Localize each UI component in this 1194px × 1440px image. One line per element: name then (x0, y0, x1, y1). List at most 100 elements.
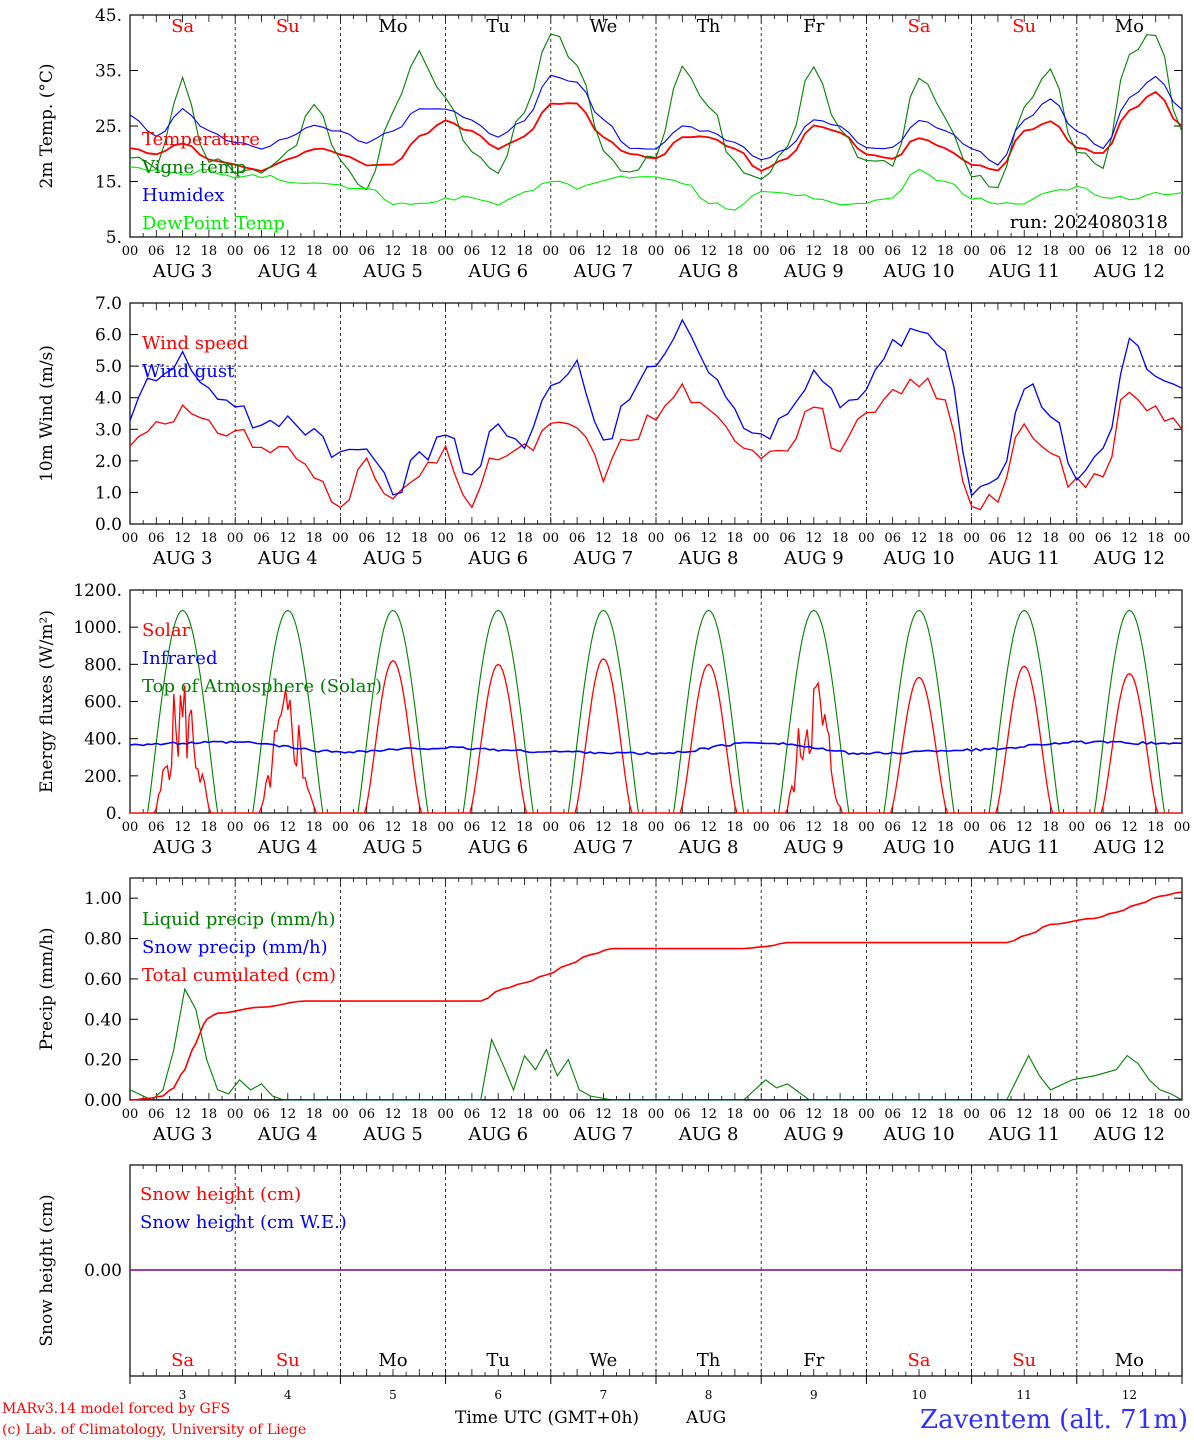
legend-top-of-atmosphere-solar-: Top of Atmosphere (Solar) (142, 676, 382, 697)
hour-tick-label: 00 (753, 531, 770, 546)
hour-tick-label: 12 (806, 1107, 823, 1122)
y-tick-label: 15. (95, 173, 122, 193)
hour-tick-label: 00 (227, 244, 244, 259)
date-label: AUG 8 (678, 548, 739, 569)
hour-tick-label: 00 (648, 531, 665, 546)
hour-tick-label: 06 (884, 531, 901, 546)
hour-tick-label: 18 (1042, 244, 1059, 259)
hour-tick-label: 18 (1042, 1107, 1059, 1122)
hour-tick-label: 12 (1016, 1107, 1033, 1122)
hour-tick-label: 12 (1016, 244, 1033, 259)
legend-total-cumulated-cm-: Total cumulated (cm) (142, 965, 336, 986)
hour-tick-label: 06 (358, 1107, 375, 1122)
hour-tick-label: 06 (1095, 820, 1112, 835)
panel-3-frame (129, 589, 1183, 814)
legend-vigne-temp: Vigne temp (141, 157, 246, 178)
legend-snow-height-cm-: Snow height (cm) (140, 1184, 301, 1205)
hour-tick-label: 00 (1174, 820, 1191, 835)
hour-tick-label: 12 (385, 1107, 402, 1122)
hour-tick-label: 12 (911, 820, 928, 835)
hour-tick-label: 18 (1147, 820, 1164, 835)
hour-tick-label: 12 (385, 531, 402, 546)
date-label: AUG 5 (362, 837, 423, 858)
hour-tick-label: 12 (280, 1107, 297, 1122)
y-tick-label: 600. (84, 693, 122, 713)
hour-tick-label: 18 (411, 244, 428, 259)
day-number-label: 7 (600, 1388, 608, 1402)
y-tick-label: 25. (95, 117, 122, 137)
hour-tick-label: 00 (332, 820, 349, 835)
legend-humidex: Humidex (142, 185, 224, 206)
hour-tick-label: 12 (700, 531, 717, 546)
series-line-total-cumulated (129, 891, 1183, 1101)
y-tick-label: 7.0 (95, 294, 122, 314)
series-line-infrared (129, 740, 1183, 756)
date-label: AUG 3 (152, 548, 213, 569)
hour-tick-label: 12 (911, 1107, 928, 1122)
hour-tick-label: 12 (595, 244, 612, 259)
y-tick-label: 800. (84, 655, 122, 675)
hour-tick-label: 00 (1069, 244, 1086, 259)
hour-tick-label: 12 (806, 820, 823, 835)
hour-tick-label: 18 (832, 244, 849, 259)
hour-tick-label: 00 (332, 531, 349, 546)
hour-tick-label: 12 (385, 244, 402, 259)
y-tick-label: 3.0 (95, 420, 122, 440)
y-tick-label: 45. (95, 6, 122, 26)
hour-tick-label: 18 (516, 244, 533, 259)
day-number-label: 12 (1122, 1388, 1137, 1402)
hour-tick-label: 00 (753, 244, 770, 259)
hour-tick-label: 00 (963, 531, 980, 546)
y-tick-label: 6.0 (95, 326, 122, 346)
hour-tick-label: 00 (963, 1107, 980, 1122)
panel-2-ylabel: 10m Wind (m/s) (37, 345, 57, 482)
y-tick-label: 0.20 (84, 1051, 122, 1071)
date-label: AUG 4 (257, 1124, 318, 1145)
hour-tick-label: 12 (1121, 244, 1138, 259)
hour-tick-label: 06 (569, 820, 586, 835)
date-label: AUG 11 (988, 837, 1060, 858)
weekday-label-bottom: Su (276, 1350, 300, 1371)
hour-tick-label: 12 (490, 1107, 507, 1122)
date-label: AUG 7 (573, 261, 634, 282)
hour-tick-label: 00 (648, 820, 665, 835)
hour-tick-label: 06 (674, 531, 691, 546)
hour-tick-label: 18 (411, 820, 428, 835)
date-label: AUG 10 (882, 548, 954, 569)
hour-tick-label: 12 (280, 531, 297, 546)
legend-wind-gust: Wind gust (142, 361, 235, 382)
hour-tick-label: 18 (832, 820, 849, 835)
x-axis-title: Time UTC (GMT+0h) (455, 1408, 639, 1428)
date-label: AUG 8 (678, 837, 739, 858)
hour-tick-label: 18 (937, 244, 954, 259)
hour-tick-label: 12 (700, 820, 717, 835)
hour-tick-label: 06 (148, 1107, 165, 1122)
hour-tick-label: 18 (201, 244, 218, 259)
hour-tick-label: 18 (1147, 1107, 1164, 1122)
hour-tick-label: 18 (937, 820, 954, 835)
hour-tick-label: 06 (1095, 244, 1112, 259)
hour-tick-label: 12 (174, 820, 191, 835)
weekday-label-bottom: Sa (171, 1350, 194, 1371)
hour-tick-label: 18 (1147, 531, 1164, 546)
hour-tick-label: 00 (437, 1107, 454, 1122)
legend-liquid-precip-mm-h-: Liquid precip (mm/h) (142, 909, 336, 930)
hour-tick-label: 12 (806, 531, 823, 546)
hour-tick-label: 06 (358, 244, 375, 259)
panel-4-ylabel: Precip (mm/h) (37, 927, 57, 1050)
y-tick-label: 0.60 (84, 970, 122, 990)
date-label: AUG 5 (362, 261, 423, 282)
y-tick-label: 0.00 (84, 1261, 122, 1281)
hour-tick-label: 06 (148, 820, 165, 835)
hour-tick-label: 12 (1121, 820, 1138, 835)
hour-tick-label: 18 (621, 1107, 638, 1122)
hour-tick-label: 12 (1121, 531, 1138, 546)
hour-tick-label: 12 (595, 820, 612, 835)
hour-tick-label: 18 (306, 244, 323, 259)
series-line-dewpoint-temp (129, 166, 1183, 211)
hour-tick-label: 06 (779, 820, 796, 835)
y-tick-label: 0.40 (84, 1010, 122, 1030)
hour-tick-label: 12 (1016, 820, 1033, 835)
legend-wind-speed: Wind speed (142, 333, 248, 354)
weekday-label-top: We (590, 16, 618, 37)
